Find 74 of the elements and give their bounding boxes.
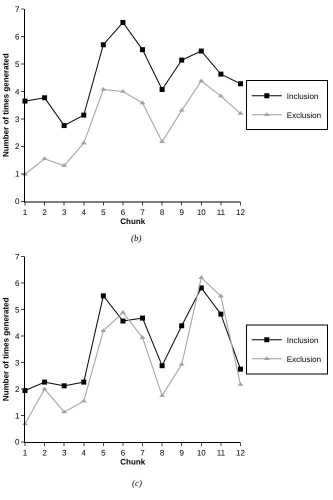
point: [81, 112, 86, 118]
x-axis-title: Chunk: [120, 217, 146, 226]
x-tick-label: 4: [82, 448, 87, 458]
x-tick-label: 5: [101, 208, 106, 217]
point: [120, 318, 126, 324]
point: [160, 363, 165, 368]
point: [179, 58, 184, 63]
point: [100, 293, 106, 298]
x-tick-label: 11: [216, 208, 226, 217]
x-tick-label: 1: [22, 448, 28, 458]
point: [140, 47, 146, 52]
y-tick-label: 0: [14, 197, 20, 206]
x-tick-label: 2: [42, 208, 48, 217]
point: [42, 156, 48, 160]
point: [160, 87, 165, 92]
point: [42, 95, 48, 100]
x-tick-label: 3: [62, 448, 67, 458]
x-tick-label: 10: [196, 208, 206, 217]
y-tick-label: 6: [14, 32, 20, 42]
point: [238, 81, 243, 86]
y-tick-label: 2: [14, 142, 20, 152]
x-tick-label: 7: [140, 448, 146, 458]
point: [140, 316, 146, 321]
y-tick-label: 4: [14, 87, 20, 96]
text: (c): [132, 478, 142, 488]
point: [120, 20, 126, 25]
point: [218, 72, 224, 77]
x-tick-label: 8: [160, 208, 165, 217]
text: (b): [131, 233, 142, 243]
point: [198, 285, 204, 290]
x-tick-label: 6: [120, 448, 126, 458]
point: [218, 312, 224, 317]
y-tick-label: 1: [14, 170, 20, 179]
point: [100, 42, 106, 48]
point: [62, 383, 67, 388]
x-tick-label: 7: [140, 208, 146, 217]
x-tick-label: 5: [101, 448, 106, 458]
x-axis-title: Chunk: [120, 458, 146, 467]
point: [238, 366, 243, 372]
x-tick-label: 6: [120, 208, 126, 217]
y-tick-label: 0: [14, 438, 20, 447]
y-tick-label: 4: [14, 332, 20, 341]
y-tick-label: 3: [14, 358, 20, 368]
x-tick-label: 12: [236, 208, 246, 217]
point: [179, 323, 184, 328]
point: [159, 139, 165, 144]
x-tick-label: 9: [179, 208, 184, 217]
y-tick-label: 1: [14, 411, 20, 420]
y-tick-label: 2: [14, 384, 20, 394]
x-tick-label: 3: [62, 208, 67, 217]
y-axis-title: Number of times generated: [2, 297, 11, 402]
legend-label: Inclusion: [286, 92, 318, 101]
x-tick-label: 8: [160, 448, 165, 458]
point: [81, 380, 86, 385]
y-tick-label: 6: [14, 278, 20, 288]
x-tick-label: 9: [179, 448, 184, 458]
y-tick-label: 7: [14, 252, 20, 262]
y-tick-label: 5: [14, 305, 20, 314]
y-tick-label: 3: [14, 114, 20, 124]
legend-label: Inclusion: [286, 336, 318, 345]
y-tick-label: 7: [14, 4, 20, 14]
x-tick-label: 4: [82, 208, 87, 217]
legend-label: Exclusion: [286, 110, 322, 120]
x-tick-label: 11: [216, 448, 226, 458]
point: [198, 48, 204, 54]
x-tick-label: 12: [236, 448, 246, 458]
x-tick-label: 1: [22, 208, 28, 217]
point: [42, 380, 48, 385]
point: [62, 123, 67, 128]
legend-label: Exclusion: [286, 354, 322, 364]
y-axis-title: Number of times generated: [2, 53, 11, 157]
x-tick-label: 2: [42, 448, 48, 458]
y-tick-label: 5: [14, 60, 20, 69]
x-tick-label: 10: [196, 448, 206, 458]
